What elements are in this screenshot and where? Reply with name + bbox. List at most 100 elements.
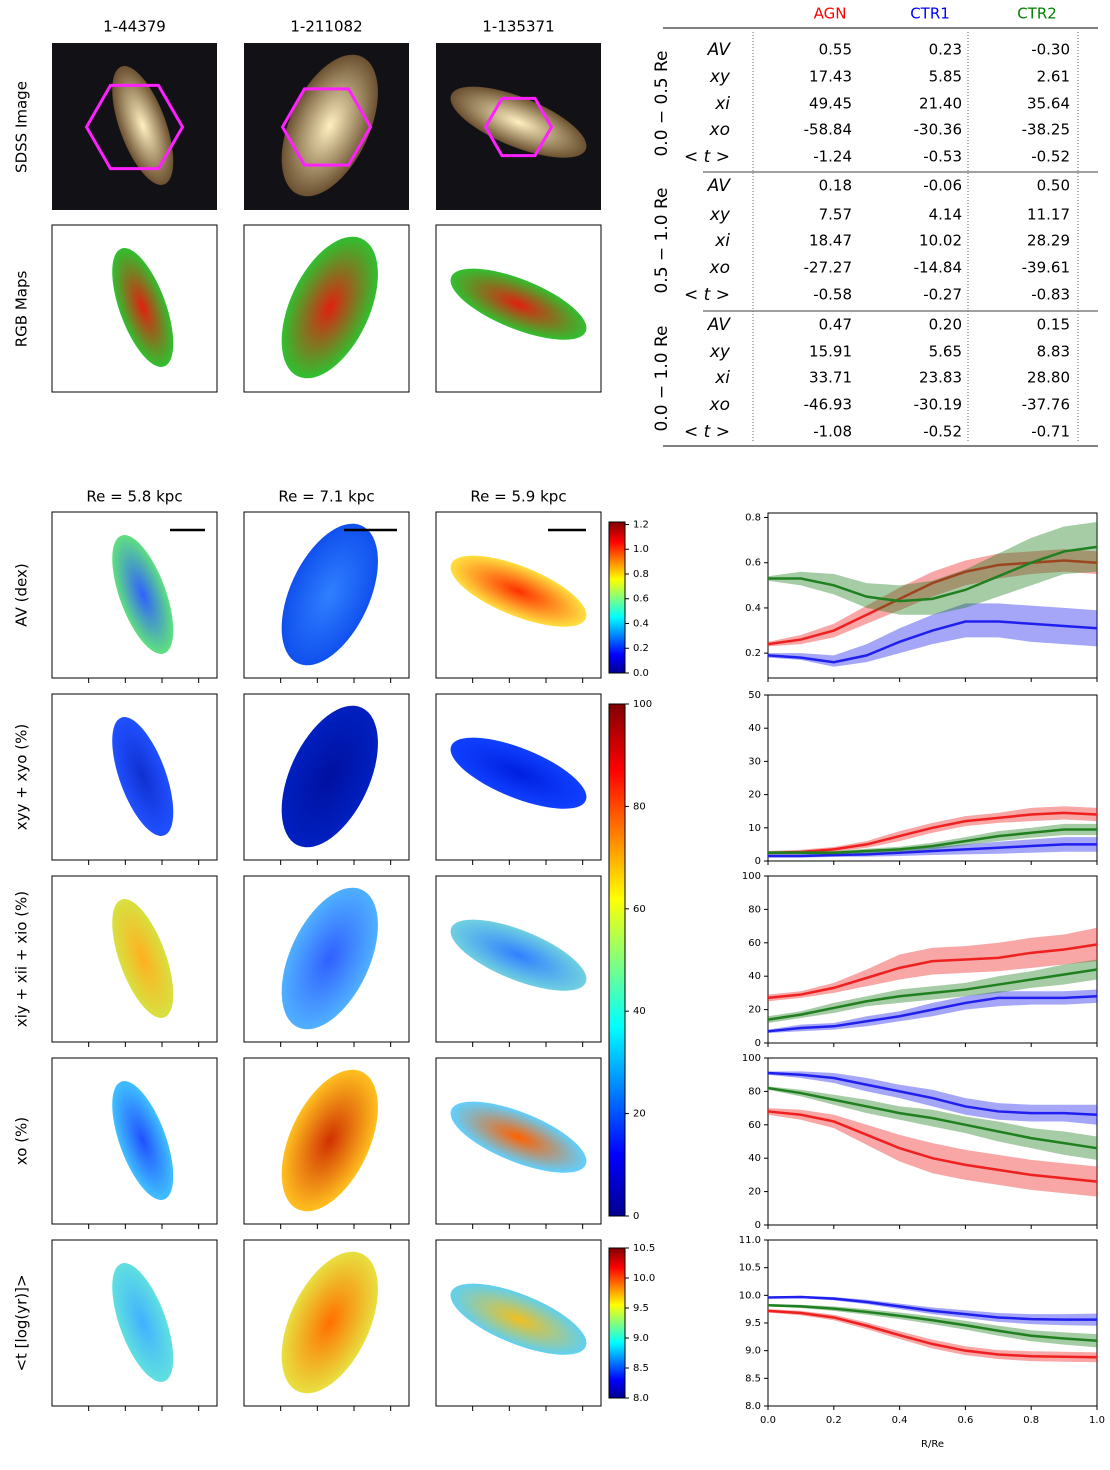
row-label: AV (707, 176, 732, 196)
y-tick-label: 0 (755, 1220, 761, 1231)
y-tick-label: 100 (742, 871, 761, 882)
cell: 0.18 (819, 177, 852, 195)
band (768, 1108, 1097, 1197)
row-label: < t > (684, 422, 730, 442)
cell: -30.19 (914, 396, 962, 414)
cell: 17.43 (809, 68, 852, 86)
galaxy-map (281, 523, 378, 666)
colorbar-tick-label: 0.6 (633, 594, 649, 605)
line (767, 994, 1098, 1033)
line (767, 811, 1098, 854)
row-label: xi (714, 231, 730, 251)
y-tick-label: 9.0 (745, 1346, 761, 1357)
y-tick-label: 50 (748, 690, 761, 701)
galaxy-light (112, 66, 174, 185)
y-tick-label: 60 (748, 1120, 761, 1131)
cell: -37.76 (1022, 396, 1070, 414)
line (767, 559, 1098, 646)
cell: -27.27 (804, 259, 852, 277)
galaxy-map (112, 717, 174, 836)
cell: -0.52 (923, 423, 962, 441)
galaxy-map (450, 1101, 587, 1173)
y-tick-label: 8.5 (745, 1373, 761, 1384)
galaxy-map (281, 236, 378, 379)
x-tick-label: 0.8 (1023, 1415, 1039, 1426)
galaxy-id: 1-211082 (290, 18, 362, 36)
row-label: AV (707, 315, 732, 335)
x-tick-label: 0.4 (892, 1415, 908, 1426)
band (768, 823, 1097, 855)
line (767, 1309, 1098, 1359)
row-label: RGB Maps (13, 271, 31, 348)
cell: -0.30 (1031, 41, 1070, 59)
colorbar-tick-label: 0.2 (633, 643, 649, 654)
colorbar-tick-label: 8.5 (633, 1363, 649, 1374)
y-tick-label: 0.4 (745, 603, 761, 614)
y-tick-label: 11.0 (739, 1235, 761, 1246)
y-tick-label: 10 (748, 823, 761, 834)
y-tick-label: 40 (748, 971, 761, 982)
column-header: CTR1 (910, 5, 950, 23)
row-label: xy (709, 67, 731, 87)
cell: -14.84 (914, 259, 962, 277)
row-label: < t > (684, 285, 730, 305)
cell: 0.50 (1037, 177, 1070, 195)
galaxy-id: 1-135371 (482, 18, 554, 36)
colorbar-tick-label: 100 (633, 699, 652, 710)
band (768, 806, 1097, 855)
band (768, 959, 1097, 1023)
cell: -1.24 (813, 148, 852, 166)
cell: -0.58 (813, 286, 852, 304)
colorbar-tick-label: 1.2 (633, 519, 649, 530)
colorbar (608, 703, 626, 1217)
y-tick-label: 9.5 (745, 1318, 761, 1329)
plot-frame (767, 875, 1098, 1044)
line (767, 968, 1098, 1021)
cell: 33.71 (809, 369, 852, 387)
cell: 2.61 (1037, 68, 1070, 86)
galaxy-map (281, 1069, 378, 1212)
line (767, 1295, 1097, 1321)
y-tick-label: 60 (748, 938, 761, 949)
cell: 0.20 (929, 316, 962, 334)
y-tick-label: 20 (748, 1005, 761, 1016)
column-header: CTR2 (1017, 5, 1057, 23)
galaxy-map (450, 737, 587, 809)
cell: 28.29 (1027, 232, 1070, 250)
line (767, 1304, 1098, 1342)
galaxy-map (112, 535, 174, 654)
cell: 23.83 (919, 369, 962, 387)
ifu-hexagon (280, 87, 373, 167)
cell: 35.64 (1027, 95, 1070, 113)
cell: -0.52 (1031, 148, 1070, 166)
y-tick-label: 10.0 (739, 1290, 761, 1301)
plot-frame (767, 1057, 1098, 1226)
ifu-hexagon (84, 83, 185, 171)
row-label: AV (707, 40, 732, 60)
group-label: 0.0 − 0.5 Re (652, 50, 672, 156)
cell: -30.36 (914, 121, 962, 139)
y-tick-label: 0.6 (745, 558, 761, 569)
x-tick-label: 0.2 (826, 1415, 842, 1426)
cell: 15.91 (809, 343, 852, 361)
galaxy-map (112, 248, 174, 367)
re-label: Re = 5.8 kpc (86, 488, 182, 506)
colorbar-tick-label: 10.5 (633, 1243, 655, 1254)
cell: 18.47 (809, 232, 852, 250)
row-label: xi (714, 94, 730, 114)
cell: 5.85 (929, 68, 962, 86)
colorbar-tick-label: 10.0 (633, 1273, 655, 1284)
cell: 0.23 (929, 41, 962, 59)
cell: 49.45 (809, 95, 852, 113)
cell: 21.40 (919, 95, 962, 113)
colorbar-tick-label: 1.0 (633, 544, 649, 555)
y-tick-label: 30 (748, 756, 761, 767)
row-label: xyy + xyo (%) (13, 724, 31, 830)
plot-frame (767, 512, 1098, 679)
y-tick-label: 0 (755, 856, 761, 867)
galaxy-map (450, 919, 587, 991)
y-tick-label: 20 (748, 1187, 761, 1198)
line (767, 1071, 1098, 1117)
galaxy-map (281, 1251, 378, 1394)
row-label: xy (709, 205, 731, 225)
